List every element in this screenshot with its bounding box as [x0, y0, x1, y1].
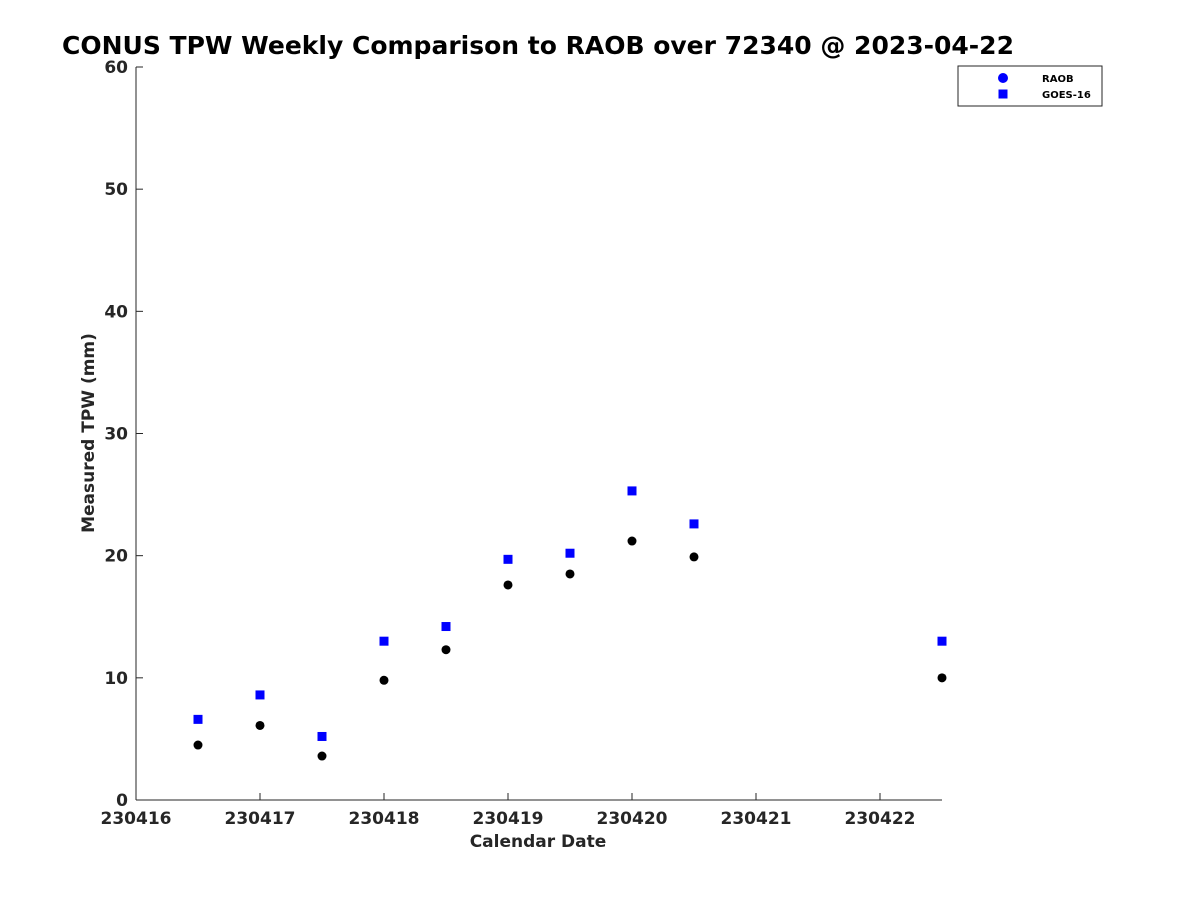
legend-box — [957, 65, 1103, 107]
raob-point — [937, 673, 947, 683]
raob-point — [255, 720, 265, 730]
y-tick-label: 50 — [104, 180, 128, 200]
y-tick-label: 0 — [116, 791, 128, 811]
raob-point — [565, 569, 575, 579]
raob-point — [193, 740, 203, 750]
y-axis-ticks: 0 10 20 30 40 50 60 — [104, 58, 143, 811]
x-tick-label: 230418 — [349, 809, 420, 829]
raob-point — [627, 536, 637, 546]
goes-16-point — [503, 554, 513, 564]
goes-16-point — [441, 622, 451, 632]
raob-point — [317, 751, 327, 761]
goes-16-point — [689, 519, 699, 529]
goes-16-point — [565, 548, 575, 558]
x-axis-ticks: 230416 230417 230418 230419 230420 230421 2304… — [101, 793, 916, 829]
x-tick-label: 230417 — [225, 809, 296, 829]
goes-16-point — [317, 731, 327, 741]
raob-point — [503, 580, 513, 590]
goes-16-point — [255, 690, 265, 700]
legend: RAOB GOES-16 — [957, 65, 1103, 107]
y-tick-label: 60 — [104, 58, 128, 78]
x-tick-label: 230421 — [721, 809, 792, 829]
goes-16-point — [379, 636, 389, 646]
x-tick-label: 230422 — [845, 809, 916, 829]
x-tick-label: 230420 — [597, 809, 668, 829]
raob-point — [379, 675, 389, 685]
raob-point — [689, 552, 699, 562]
chart-title: CONUS TPW Weekly Comparison to RAOB over… — [62, 31, 1014, 60]
y-tick-label: 40 — [104, 302, 128, 322]
legend-label-goes-16: GOES-16 — [1042, 90, 1091, 101]
y-tick-label: 10 — [104, 669, 128, 689]
goes-16-point — [627, 486, 637, 496]
goes-16-point — [937, 636, 947, 646]
legend-marker-raob — [998, 73, 1008, 83]
y-tick-label: 20 — [104, 547, 128, 567]
x-axis-label: Calendar Date — [470, 832, 607, 852]
x-tick-label: 230416 — [101, 809, 172, 829]
x-tick-label: 230419 — [473, 809, 544, 829]
legend-marker-goes-16 — [998, 89, 1008, 99]
raob-point — [441, 645, 451, 655]
goes-16-point — [193, 714, 203, 724]
data-points — [193, 486, 947, 761]
y-tick-label: 30 — [104, 425, 128, 445]
legend-label-raob: RAOB — [1042, 74, 1074, 85]
y-axis-label: Measured TPW (mm) — [79, 333, 99, 533]
